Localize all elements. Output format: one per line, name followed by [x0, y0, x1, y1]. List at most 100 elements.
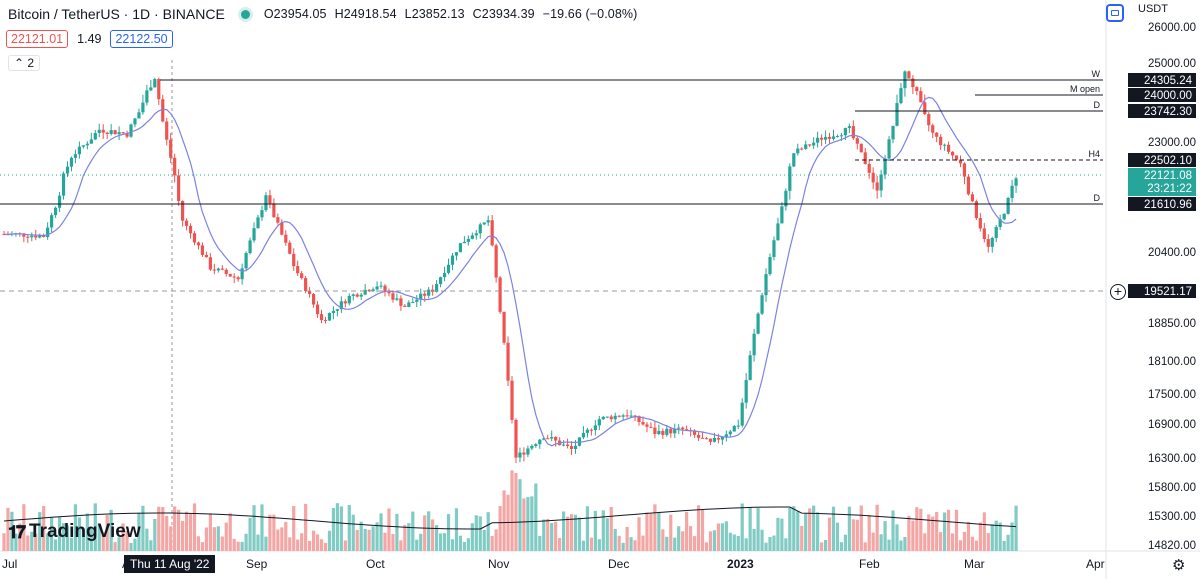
volume-bar	[796, 511, 800, 551]
volume-bar	[411, 511, 415, 551]
candle-body	[839, 135, 844, 137]
volume-bar	[740, 503, 744, 551]
candle-body	[244, 253, 248, 269]
volume-bar	[93, 503, 97, 551]
volume-bar	[617, 535, 621, 551]
candle-body	[438, 277, 443, 285]
volume-bar	[196, 536, 201, 551]
volume-bar	[423, 515, 427, 551]
settings-gear-icon[interactable]: ⚙	[1172, 557, 1186, 574]
volume-bar	[42, 505, 46, 551]
volume-bar	[927, 514, 931, 551]
candle-body	[415, 299, 419, 302]
candle-body	[641, 421, 645, 425]
symbol-title[interactable]: Bitcoin / TetherUS · 1D · BINANCE	[8, 6, 225, 22]
volume-bar	[919, 508, 923, 551]
volume-bar	[681, 531, 685, 551]
candle-body	[816, 137, 820, 143]
screenshot-icon[interactable]	[1106, 4, 1124, 22]
ohlc-high: H24918.54	[334, 7, 397, 21]
volume-bar	[764, 542, 768, 551]
volume-bar	[46, 533, 50, 551]
volume-bar	[371, 526, 375, 551]
candle-body	[855, 138, 859, 144]
candle-body	[577, 437, 582, 446]
volume-bar	[300, 533, 304, 551]
volume-bar	[478, 516, 482, 551]
volume-bar	[986, 533, 990, 551]
candle-body	[65, 166, 70, 174]
candle-body	[812, 142, 816, 146]
candle-body	[633, 415, 637, 417]
candle-body	[399, 298, 403, 306]
volume-bar	[1002, 540, 1006, 551]
candle-body	[923, 102, 927, 115]
time-axis-tick: Mar	[964, 557, 985, 571]
candle-body	[863, 152, 867, 164]
volume-bar	[10, 511, 14, 551]
volume-bar	[621, 542, 625, 551]
volume-bar	[974, 540, 978, 551]
volume-bar	[510, 470, 514, 551]
volume-bar	[855, 519, 859, 551]
volume-bar	[625, 526, 629, 551]
logo-text: TradingView	[29, 521, 141, 542]
candle-body	[22, 233, 26, 237]
candle-body	[998, 219, 1002, 227]
candle-body	[712, 437, 717, 442]
candle-body	[835, 136, 840, 138]
volume-bar	[161, 507, 165, 551]
volume-bar	[216, 526, 220, 551]
candle-body	[843, 127, 848, 136]
candle-body	[581, 432, 586, 438]
buy-button[interactable]: 22122.50	[110, 30, 173, 48]
candle-body	[974, 201, 978, 219]
volume-bar	[474, 515, 478, 551]
sell-button[interactable]: 22121.01	[6, 30, 69, 48]
candle-body	[704, 438, 709, 440]
price-axis-tick: 17500.00	[1148, 389, 1196, 401]
level-name-label: D	[1094, 100, 1101, 110]
volume-bar	[355, 529, 359, 551]
add-level-plus-icon[interactable]: +	[1110, 284, 1126, 300]
candle-body	[300, 273, 304, 279]
time-axis-tick: Feb	[859, 557, 880, 571]
volume-bar	[431, 519, 435, 551]
candle-body	[522, 452, 526, 455]
candle-body	[478, 224, 482, 234]
volume-bar	[192, 503, 197, 551]
candle-body	[490, 220, 494, 246]
volume-bar	[125, 531, 129, 551]
candle-body	[446, 264, 451, 273]
candle-body	[954, 155, 959, 160]
volume-bar	[466, 538, 470, 551]
candle-body	[696, 434, 701, 438]
volume-bar	[569, 514, 574, 551]
candle-body	[26, 236, 30, 238]
volume-bar	[887, 539, 891, 551]
candle-body	[887, 139, 891, 159]
candle-body	[157, 79, 161, 100]
candle-body	[411, 301, 415, 303]
candle-body	[264, 195, 268, 211]
volume-bar	[712, 530, 717, 551]
level-price-text: 19521.17	[1144, 286, 1192, 298]
volume-bar	[391, 534, 395, 551]
candle-body	[609, 416, 613, 420]
volume-bar	[804, 512, 808, 551]
volume-bar	[204, 527, 209, 551]
currency-label[interactable]: USDT	[1138, 3, 1168, 15]
candle-body	[867, 163, 871, 173]
indicators-collapse-button[interactable]: ⌃ 2	[8, 55, 41, 71]
candle-body	[685, 429, 689, 431]
candle-body	[518, 452, 522, 458]
volume-bar	[327, 530, 332, 551]
volume-bar	[716, 523, 720, 551]
volume-bar	[550, 522, 554, 551]
volume-bar	[117, 537, 121, 551]
volume-bar	[665, 536, 669, 551]
volume-bar	[911, 520, 915, 551]
level-name-label: D	[1094, 193, 1101, 203]
candle-body	[228, 273, 232, 277]
